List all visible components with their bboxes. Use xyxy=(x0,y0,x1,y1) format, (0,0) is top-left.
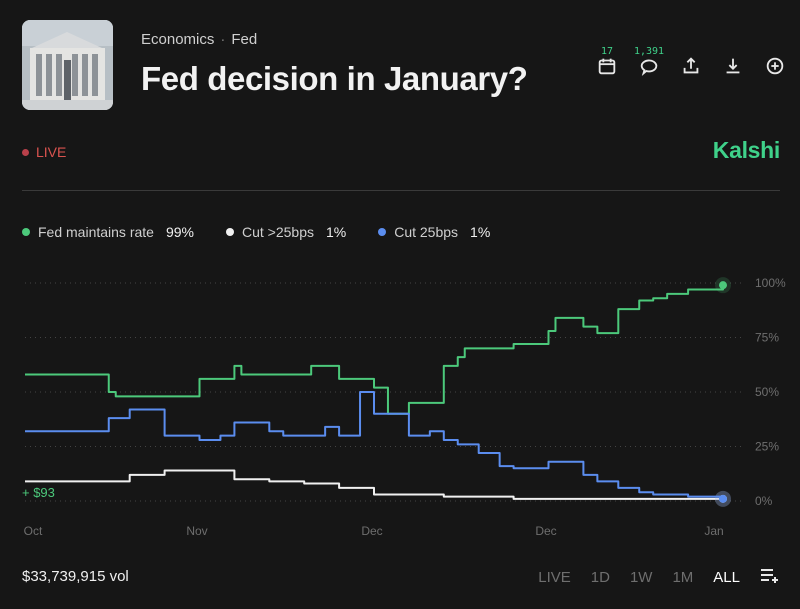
x-tick-label: Oct xyxy=(24,524,43,538)
breadcrumb: Economics · Fed xyxy=(141,31,257,48)
y-tick-label: 75% xyxy=(755,331,779,345)
range-selector: LIVE 1D 1W 1M ALL xyxy=(538,567,780,587)
y-tick-label: 0% xyxy=(755,494,773,508)
comments-count: 1,391 xyxy=(633,46,665,57)
brand-logo[interactable]: Kalshi xyxy=(712,137,781,163)
share-button[interactable] xyxy=(670,52,712,80)
volume-label: $33,739,915 vol xyxy=(22,568,129,585)
legend-label: Fed maintains rate xyxy=(38,224,154,240)
breadcrumb-separator: · xyxy=(220,31,226,48)
breadcrumb-subcategory[interactable]: Fed xyxy=(231,31,258,48)
chart-legend: Fed maintains rate 99% Cut >25bps 1% Cut… xyxy=(22,224,490,240)
legend-dot-icon xyxy=(22,228,30,236)
comment-icon xyxy=(640,59,658,76)
y-tick-label: 50% xyxy=(755,385,779,399)
x-tick-label: Nov xyxy=(186,524,207,538)
series-line-fed-maintains-rate xyxy=(25,285,724,415)
y-tick-label: 25% xyxy=(755,440,779,454)
range-live[interactable]: LIVE xyxy=(538,568,571,586)
series-end-point xyxy=(719,494,727,503)
legend-value: 1% xyxy=(325,224,347,240)
x-tick-label: Dec xyxy=(535,524,556,538)
range-1d[interactable]: 1D xyxy=(590,568,610,586)
legend-item-cut-over-25[interactable]: Cut >25bps 1% xyxy=(225,224,347,240)
header-actions: 17 1,391 xyxy=(586,46,796,80)
price-chart[interactable]: 100% 75% 50% 25% 0% Oct Nov Dec Dec Jan + $93 xyxy=(0,265,800,545)
x-tick-label: Dec xyxy=(361,524,382,538)
range-1w[interactable]: 1W xyxy=(629,568,653,586)
divider xyxy=(22,190,780,191)
download-icon xyxy=(726,58,740,74)
legend-item-cut-25[interactable]: Cut 25bps 1% xyxy=(378,224,490,240)
position-label: + $93 xyxy=(22,485,55,500)
series-line-cut-25bps xyxy=(25,391,724,499)
live-label: LIVE xyxy=(36,144,67,160)
range-all[interactable]: ALL xyxy=(713,568,740,586)
calendar-count: 17 xyxy=(600,46,614,57)
legend-value: 99% xyxy=(165,224,194,240)
calendar-button[interactable]: 17 xyxy=(586,46,628,80)
series-end-point xyxy=(719,281,727,290)
market-thumbnail xyxy=(22,20,113,110)
legend-label: Cut 25bps xyxy=(394,224,459,240)
y-tick-label: 100% xyxy=(755,276,786,290)
legend-item-maintain[interactable]: Fed maintains rate 99% xyxy=(22,224,194,240)
download-button[interactable] xyxy=(712,52,754,80)
legend-label: Cut >25bps xyxy=(241,224,314,240)
x-tick-label: Jan xyxy=(704,524,723,538)
range-1m[interactable]: 1M xyxy=(672,568,694,586)
live-dot-icon xyxy=(22,148,29,156)
live-indicator: LIVE xyxy=(22,144,66,160)
chart-settings-icon[interactable] xyxy=(760,567,780,587)
breadcrumb-category[interactable]: Economics xyxy=(141,31,215,48)
legend-dot-icon xyxy=(225,228,234,236)
page-title: Fed decision in January? xyxy=(141,60,528,97)
comments-button[interactable]: 1,391 xyxy=(628,46,670,80)
calendar-icon xyxy=(598,58,616,75)
share-icon xyxy=(683,57,699,74)
series-line-cut-25bps xyxy=(25,469,723,500)
add-button[interactable] xyxy=(754,52,796,80)
legend-value: 1% xyxy=(470,224,491,240)
legend-dot-icon xyxy=(378,228,387,236)
plus-circle-icon xyxy=(766,57,784,75)
